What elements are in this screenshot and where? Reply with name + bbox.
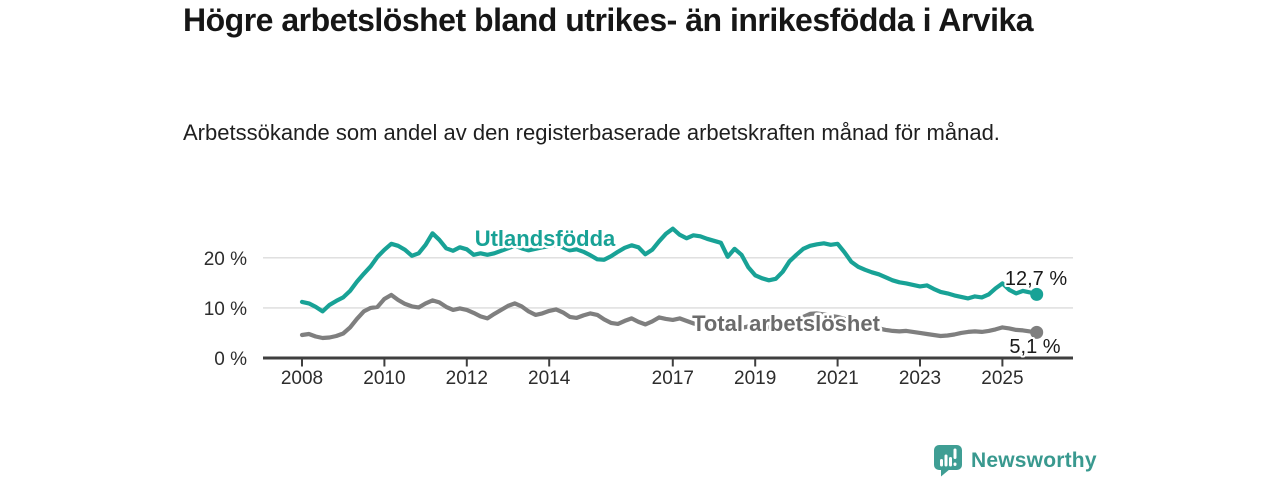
series-label-utlandsfodda: Utlandsfödda [475,226,616,251]
chart-subtitle: Arbetssökande som andel av den registerb… [183,120,1000,145]
x-tick-label: 2012 [446,368,488,389]
x-tick-label: 2025 [981,368,1023,389]
series-end-value-label-total-arbetsloshet: 5,1 % [1009,336,1060,358]
x-tick-label: 2008 [281,368,323,389]
x-tick-label: 2010 [363,368,405,389]
series-line-total-arbetsloshet [299,292,1039,341]
chart-title: Högre arbetslöshet bland utrikes- än inr… [183,2,1034,38]
series-end-dot-total-arbetsloshet [1030,325,1044,339]
x-tick-label: 2021 [816,368,858,389]
y-axis-label: 10 % [204,299,247,320]
brand-name: Newsworthy [971,449,1097,472]
brand-link[interactable]: Newsworthy [934,445,1097,477]
series-end-value-label-utlandsfodda: 12,7 % [1005,268,1067,290]
series-line-utlandsfodda [299,226,1039,314]
x-tick-label: 2023 [899,368,941,389]
x-tick-label: 2014 [528,368,571,389]
series-label-total-arbetsloshet: Total arbetslöshet [692,311,881,336]
y-axis-label: 0 % [214,349,247,370]
series-end-dot-utlandsfodda [1030,287,1044,301]
x-tick-label: 2017 [652,368,694,389]
y-axis-label: 20 % [204,249,247,270]
newsworthy-logo-icon [934,445,962,477]
x-tick-label: 2019 [734,368,776,389]
